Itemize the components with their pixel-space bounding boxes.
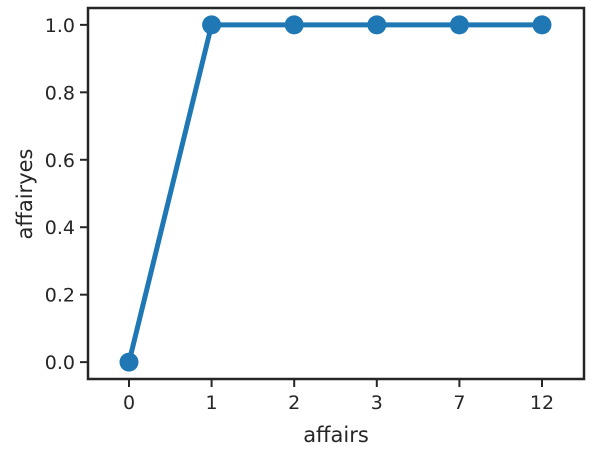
x-axis-label: affairs (303, 423, 369, 447)
y-tick-label: 0.4 (45, 217, 75, 239)
series-line (126, 22, 545, 365)
y-tick-label: 0.0 (45, 352, 75, 374)
series-layer (119, 15, 552, 372)
data-point (532, 15, 552, 35)
y-axis-label: affairyes (13, 149, 37, 240)
data-point (449, 15, 469, 35)
x-tick-label: 1 (206, 392, 218, 414)
y-tick-label: 0.8 (45, 82, 75, 104)
x-tick-label: 0 (123, 392, 135, 414)
data-point (367, 15, 387, 35)
y-tick-label: 0.2 (45, 285, 75, 307)
y-tick-label: 1.0 (45, 15, 75, 37)
x-tick-label: 2 (288, 392, 300, 414)
data-point (119, 352, 139, 372)
x-tick-label: 7 (453, 392, 465, 414)
y-tick-label: 0.6 (45, 150, 75, 172)
x-tick-label: 12 (530, 392, 554, 414)
x-tick-label: 3 (371, 392, 383, 414)
data-point (202, 15, 222, 35)
plot-frame (86, 6, 586, 381)
ticks-layer: 0 1 2 3 7 120.00.20.40.60.81.0 (45, 15, 554, 414)
data-point (284, 15, 304, 35)
